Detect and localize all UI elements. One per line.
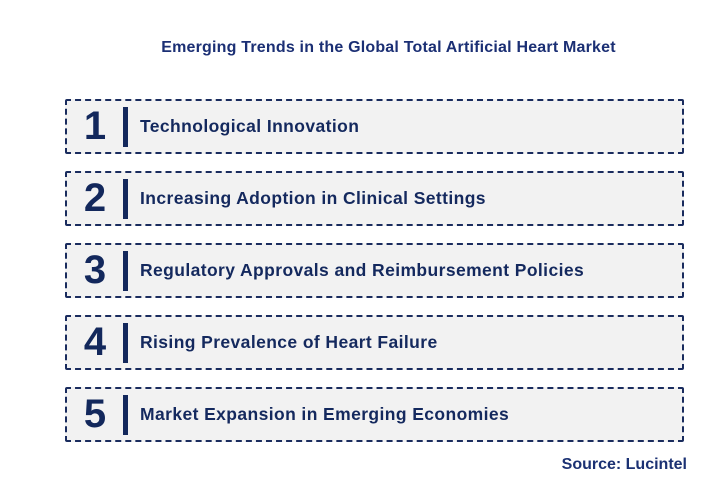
source-credit: Source: Lucintel (561, 456, 687, 473)
number-divider (123, 106, 128, 147)
trend-row: 3 Regulatory Approvals and Reimbursement… (65, 243, 684, 298)
trend-row: 2 Increasing Adoption in Clinical Settin… (65, 171, 684, 226)
trend-number: 1 (83, 103, 107, 148)
trend-label: Regulatory Approvals and Reimbursement P… (140, 260, 585, 280)
trend-label: Market Expansion in Emerging Economies (140, 404, 510, 424)
trend-label: Increasing Adoption in Clinical Settings (140, 188, 486, 208)
page-title: Emerging Trends in the Global Total Arti… (161, 39, 616, 56)
trend-number: 3 (83, 247, 107, 292)
trend-number: 5 (83, 391, 107, 436)
trend-row: 5 Market Expansion in Emerging Economies (65, 387, 684, 442)
trend-number: 4 (83, 319, 107, 364)
trend-row: 1 Technological Innovation (65, 99, 684, 154)
number-divider (123, 322, 128, 363)
trend-row: 4 Rising Prevalence of Heart Failure (65, 315, 684, 370)
trend-number: 2 (83, 175, 107, 220)
number-divider (123, 250, 128, 291)
number-divider (123, 178, 128, 219)
number-divider (123, 394, 128, 435)
trend-list: 1 Technological Innovation 2 Increasing … (65, 99, 684, 459)
trend-label: Technological Innovation (140, 116, 360, 136)
trend-label: Rising Prevalence of Heart Failure (140, 332, 438, 352)
